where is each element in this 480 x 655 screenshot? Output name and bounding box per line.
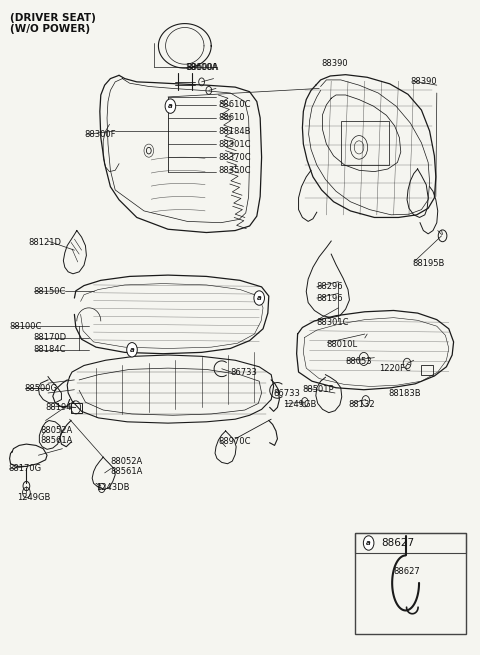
Text: 86733: 86733 [230,368,257,377]
Text: 88196: 88196 [317,293,343,303]
Text: 88627: 88627 [394,567,420,576]
Text: 88170D: 88170D [34,333,67,343]
Text: 88010L: 88010L [326,340,358,349]
Text: 88561A: 88561A [41,436,73,445]
Text: 88184C: 88184C [34,345,66,354]
Text: 88183B: 88183B [389,389,421,398]
Text: a: a [130,346,134,353]
Text: 88052A: 88052A [41,426,73,436]
Text: 88390: 88390 [410,77,437,86]
Text: 1243DB: 1243DB [96,483,130,493]
Text: 1220FC: 1220FC [379,364,411,373]
Text: 88100C: 88100C [10,322,42,331]
Text: 86733: 86733 [274,388,300,398]
Text: 88970C: 88970C [218,437,251,446]
Circle shape [363,536,374,550]
Text: 88300F: 88300F [84,130,116,139]
Circle shape [165,99,176,113]
Text: 88194: 88194 [46,403,72,412]
Text: 88184B: 88184B [218,126,251,136]
Text: 88132: 88132 [348,400,374,409]
Text: 88600A: 88600A [185,63,217,72]
Text: 88600A: 88600A [186,63,218,72]
Text: a: a [366,540,371,546]
Text: 88296: 88296 [317,282,343,291]
Text: 88370C: 88370C [218,153,251,162]
Bar [421,365,433,375]
Circle shape [127,343,137,357]
Text: 88052A: 88052A [110,457,143,466]
Text: (W/O POWER): (W/O POWER) [10,24,90,34]
Bar [355,533,466,634]
Text: 88501P: 88501P [302,384,334,394]
Text: 88561A: 88561A [110,467,143,476]
Text: 88610C: 88610C [218,100,251,109]
Bar [71,403,82,413]
Text: 88301C: 88301C [218,140,251,149]
Text: 88350C: 88350C [218,166,251,175]
Text: 1249GB: 1249GB [17,493,50,502]
Text: 88195B: 88195B [413,259,445,268]
Text: 88150C: 88150C [34,287,66,296]
Text: 1249GB: 1249GB [283,400,317,409]
Text: 88170G: 88170G [9,464,42,474]
Text: (DRIVER SEAT): (DRIVER SEAT) [10,13,96,23]
Text: 88390: 88390 [322,59,348,68]
Bar [341,121,389,165]
Text: a: a [168,103,173,109]
Bar [355,533,466,553]
Circle shape [254,291,264,305]
Text: 88301C: 88301C [317,318,349,328]
Text: 88500G: 88500G [24,384,57,393]
Text: a: a [257,295,262,301]
Text: 88053: 88053 [346,357,372,366]
Text: 88627: 88627 [382,538,415,548]
Text: 88610: 88610 [218,113,245,122]
Text: 88121D: 88121D [29,238,62,247]
